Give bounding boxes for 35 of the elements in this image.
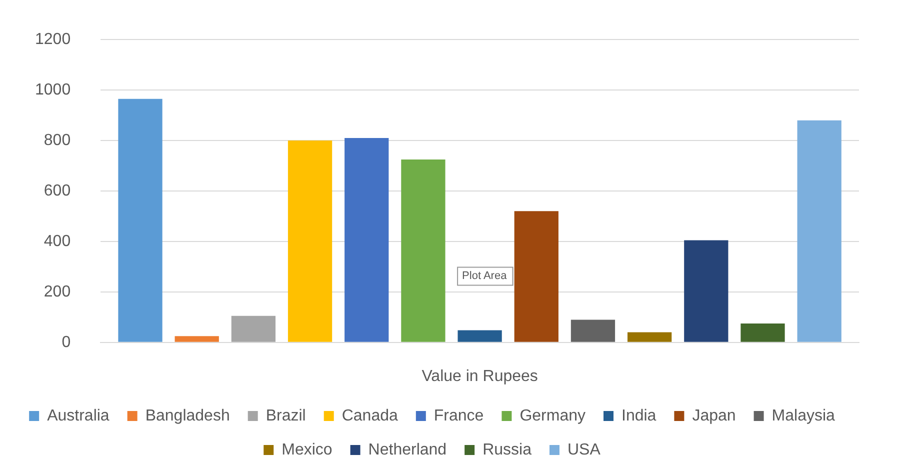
bar bbox=[231, 316, 276, 342]
y-tick-label: 200 bbox=[44, 283, 71, 300]
bar bbox=[174, 336, 219, 342]
bar bbox=[627, 332, 672, 342]
y-tick-label: 600 bbox=[44, 182, 71, 200]
y-tick-label: 1000 bbox=[35, 81, 71, 98]
bar bbox=[740, 323, 785, 342]
legend-label: Russia bbox=[482, 441, 532, 458]
bar bbox=[401, 159, 446, 342]
bar bbox=[797, 120, 842, 342]
legend-label: Canada bbox=[342, 407, 398, 424]
legend-label: France bbox=[434, 407, 484, 424]
y-tick-label: 400 bbox=[44, 232, 71, 250]
bar bbox=[288, 140, 332, 342]
bar bbox=[684, 240, 728, 342]
legend-label: USA bbox=[567, 441, 601, 458]
legend-label: Mexico bbox=[282, 441, 332, 458]
legend-label: India bbox=[621, 407, 656, 424]
y-tick-label: 1200 bbox=[35, 31, 71, 48]
bar bbox=[344, 138, 389, 342]
legend-label: Germany bbox=[520, 407, 586, 424]
bar bbox=[118, 98, 162, 342]
legend-label: Bangladesh bbox=[145, 407, 230, 424]
y-tick-label: 800 bbox=[44, 132, 71, 149]
bar bbox=[570, 320, 616, 342]
legend-label: Malaysia bbox=[772, 407, 836, 424]
annotation: Plot Area bbox=[462, 270, 508, 282]
legend-label: Japan bbox=[692, 407, 736, 424]
y-tick-label: 0 bbox=[62, 334, 71, 351]
bar bbox=[458, 330, 502, 342]
legend-label: Netherland bbox=[368, 441, 447, 458]
x-axis-title: Value in Rupees bbox=[422, 368, 538, 385]
legend-label: Brazil bbox=[266, 407, 306, 424]
legend-label: Australia bbox=[47, 407, 110, 424]
bar bbox=[514, 211, 558, 342]
